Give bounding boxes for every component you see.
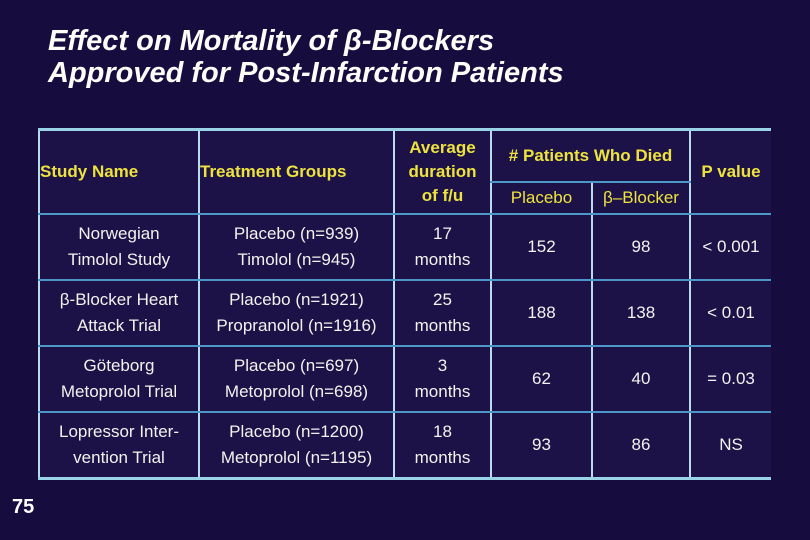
study-cell: Norwegian Timolol Study (38, 214, 199, 281)
p-value-cell: = 0.03 (689, 346, 772, 413)
treatment-cell: Placebo (n=939) Timolol (n=945) (198, 214, 394, 281)
duration-cell: 17 months (393, 214, 491, 281)
duration-cell: 3 months (393, 346, 491, 413)
page-number: 75 (12, 496, 35, 518)
column-subheader-placebo: Placebo (490, 182, 592, 215)
table-row: β-Blocker Heart Attack Trial Placebo (n=… (38, 280, 772, 347)
study-cell: Lopressor Inter- vention Trial (38, 412, 199, 479)
p-value-cell: < 0.001 (689, 214, 772, 281)
column-header-p-value: P value (689, 129, 772, 215)
header-row-sub: Placebo β–Blocker (39, 182, 771, 215)
placebo-died-cell: 93 (490, 412, 592, 479)
column-subheader-beta-blocker: β–Blocker (590, 182, 691, 215)
study-cell: β-Blocker Heart Attack Trial (38, 280, 199, 347)
table-row: Göteborg Metoprolol Trial Placebo (n=697… (38, 346, 772, 413)
slide-title: Effect on Mortality of β-Blockers Approv… (48, 25, 564, 89)
beta-blocker-died-cell: 86 (590, 412, 691, 479)
column-header-patients-died: # Patients Who Died (489, 129, 691, 183)
column-header-treatment-groups: Treatment Groups (198, 129, 394, 215)
study-cell: Göteborg Metoprolol Trial (38, 346, 199, 413)
beta-blocker-died-cell: 138 (590, 280, 691, 347)
column-header-study-name: Study Name (38, 129, 199, 215)
placebo-died-cell: 62 (490, 346, 592, 413)
treatment-cell: Placebo (n=697) Metoprolol (n=698) (198, 346, 394, 413)
header-row-top: Study Name Treatment Groups Average dura… (38, 129, 772, 215)
duration-cell: 25 months (393, 280, 491, 347)
column-header-avg-duration: Average duration of f/u (393, 129, 491, 215)
table-row: Norwegian Timolol Study Placebo (n=939) … (38, 214, 772, 281)
placebo-died-cell: 188 (490, 280, 592, 347)
duration-cell: 18 months (393, 412, 491, 479)
treatment-cell: Placebo (n=1921) Propranolol (n=1916) (198, 280, 394, 347)
p-value-cell: NS (689, 412, 772, 479)
p-value-cell: < 0.01 (689, 280, 772, 347)
mortality-table: Study Name Treatment Groups Average dura… (38, 128, 772, 480)
table-row: Lopressor Inter- vention Trial Placebo (… (38, 412, 772, 479)
treatment-cell: Placebo (n=1200) Metoprolol (n=1195) (198, 412, 394, 479)
placebo-died-cell: 152 (490, 214, 592, 281)
beta-blocker-died-cell: 98 (590, 214, 691, 281)
beta-blocker-died-cell: 40 (590, 346, 691, 413)
